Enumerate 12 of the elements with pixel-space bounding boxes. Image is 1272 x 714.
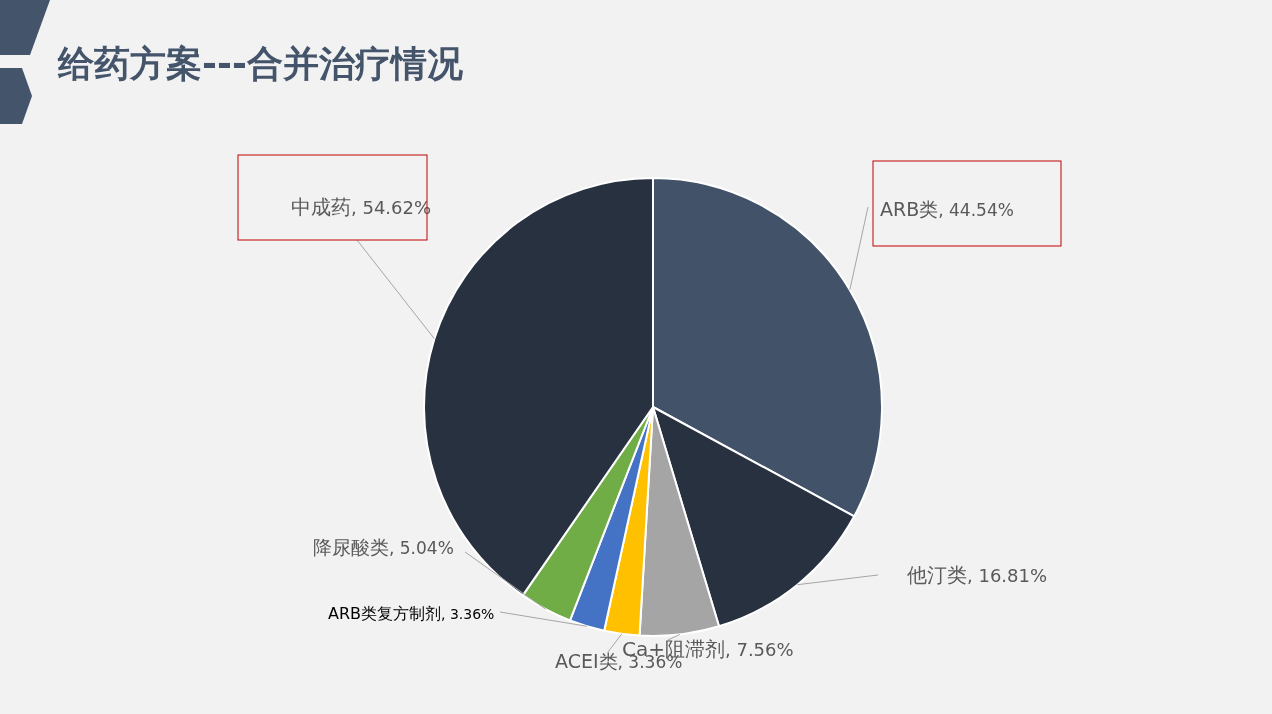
slice-label: 中成药 [291,195,351,219]
slice-label: 降尿酸类 [313,536,389,558]
data-label: , 5.04% [389,538,454,558]
data-label: , 16.81% [967,565,1048,586]
slice-label: ACEI类 [555,650,618,672]
slice-label: 他汀类 [907,563,967,587]
chart-title: 给药方案---合并治疗情况 [57,43,463,84]
data-label: , 3.36% [441,606,495,622]
data-label: , 7.56% [724,639,794,660]
slice-label: ARB类复方制剂 [328,604,442,623]
data-label: , 44.54% [938,200,1014,220]
slice-label: ARB类 [880,198,939,220]
